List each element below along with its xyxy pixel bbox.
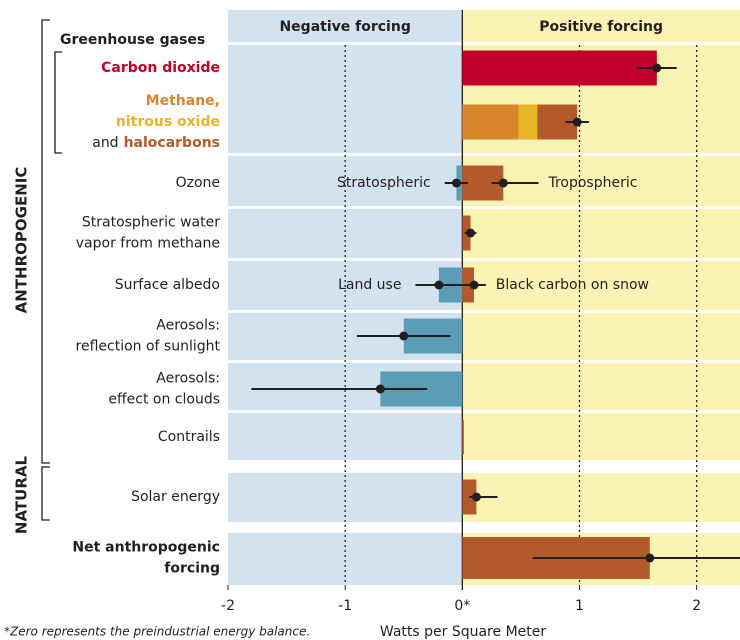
point (399, 331, 409, 341)
positive-background (462, 156, 740, 206)
negative-background (228, 209, 463, 258)
positive-background (462, 413, 740, 460)
subgroup-label: Greenhouse gases (60, 32, 205, 48)
row-label: forcing (164, 561, 220, 577)
x-tick-label: -1 (338, 598, 352, 614)
row-label-part: Net anthropogenic (72, 540, 220, 556)
x-tick-label: 2 (692, 598, 701, 614)
group-label: NATURAL (13, 456, 31, 535)
row-label: Methane, (146, 93, 220, 109)
bar (462, 104, 519, 140)
row-label-part: Ozone (176, 175, 220, 191)
row-label: Contrails (158, 429, 220, 445)
natural-bracket (41, 466, 50, 521)
positive-background (462, 10, 740, 42)
negative-background (228, 10, 463, 42)
point (652, 63, 662, 73)
x-axis-label: Watts per Square Meter (380, 624, 546, 640)
positive-background (462, 313, 740, 360)
brackets (41, 19, 62, 521)
group-label: ANTHROPOGENIC (13, 167, 31, 314)
row-label-part: Stratospheric water (82, 215, 220, 231)
header-label: Negative forcing (279, 19, 410, 35)
row-label-part: Methane, (146, 93, 220, 109)
point (469, 280, 479, 290)
header-label: Positive forcing (539, 19, 663, 35)
footnote: *Zero represents the preindustrial energ… (4, 625, 310, 639)
point (434, 280, 444, 290)
x-tick-label: 1 (575, 598, 584, 614)
row-label: nitrous oxide (116, 114, 220, 130)
row-label: effect on clouds (108, 392, 220, 408)
anthropogenic-bracket (41, 19, 50, 464)
x-tick-label: 0* (454, 598, 470, 614)
row-label-part: Aerosols: (156, 318, 220, 334)
bar (462, 419, 464, 455)
row-label-part: and (92, 135, 118, 151)
row-label: Ozone (176, 175, 220, 191)
annotation: Land use (338, 277, 401, 293)
greenhouse-bracket (54, 51, 62, 154)
row-label: vapor from methane (76, 236, 220, 252)
point (451, 178, 461, 188)
row-label: Surface albedo (115, 277, 220, 293)
point (645, 553, 655, 563)
x-tick-label: -2 (221, 598, 235, 614)
row-label-part: reflection of sunlight (76, 339, 221, 355)
point (498, 178, 508, 188)
row-label-part: Aerosols: (156, 371, 220, 387)
annotation: Tropospheric (547, 175, 637, 191)
positive-background (462, 261, 740, 310)
point (375, 384, 385, 394)
positive-background (462, 473, 740, 522)
annotation: Stratospheric (337, 175, 431, 191)
row-label: Solar energy (131, 489, 220, 505)
row-label: Carbon dioxide (101, 60, 220, 76)
row-label-part: Surface albedo (115, 277, 220, 293)
row-label-part: effect on clouds (108, 392, 220, 408)
row-label-part: forcing (164, 561, 220, 577)
point (466, 228, 476, 238)
point (471, 492, 481, 502)
bar (518, 104, 538, 140)
row-label: Stratospheric water (82, 215, 220, 231)
row-label-part: nitrous oxide (116, 114, 220, 130)
row-label-part: vapor from methane (76, 236, 220, 252)
row-label: Net anthropogenic (72, 540, 220, 556)
annotation: Black carbon on snow (496, 277, 649, 293)
row-label-part: Solar energy (131, 489, 220, 505)
row-label: Aerosols: (156, 318, 220, 334)
positive-background (462, 363, 740, 410)
positive-background (462, 209, 740, 258)
row-label-part: Carbon dioxide (101, 60, 220, 76)
point (572, 117, 582, 127)
row-label-part: Contrails (158, 429, 220, 445)
bar (462, 50, 657, 86)
row-label: and halocarbons (92, 135, 220, 151)
row-label: reflection of sunlight (76, 339, 221, 355)
row-label-part: halocarbons (124, 135, 220, 151)
row-label: Aerosols: (156, 371, 220, 387)
